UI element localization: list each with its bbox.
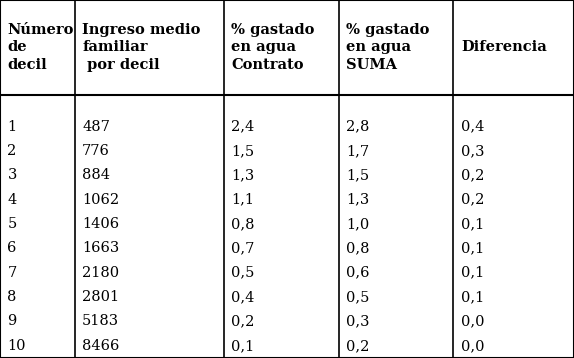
- Text: 5183: 5183: [82, 314, 119, 329]
- Text: 0,2: 0,2: [346, 339, 370, 353]
- Text: 1,5: 1,5: [231, 144, 254, 158]
- Text: 0,1: 0,1: [461, 241, 484, 256]
- Text: 0,6: 0,6: [346, 266, 370, 280]
- Text: 0,2: 0,2: [461, 193, 484, 207]
- Text: 1,0: 1,0: [346, 217, 370, 231]
- Text: 776: 776: [82, 144, 110, 158]
- Text: 10: 10: [7, 339, 26, 353]
- Text: 1,3: 1,3: [346, 193, 370, 207]
- Text: 0,7: 0,7: [231, 241, 255, 256]
- Text: 2: 2: [7, 144, 17, 158]
- Text: 1,7: 1,7: [346, 144, 369, 158]
- Text: 0,4: 0,4: [231, 290, 255, 304]
- Text: 1,1: 1,1: [231, 193, 254, 207]
- Text: 0,1: 0,1: [461, 266, 484, 280]
- Text: 884: 884: [82, 168, 110, 183]
- Text: 2,4: 2,4: [231, 120, 255, 134]
- Text: 1: 1: [7, 120, 17, 134]
- Text: 1062: 1062: [82, 193, 119, 207]
- Text: 6: 6: [7, 241, 17, 256]
- Text: Número
de
decil: Número de decil: [7, 23, 74, 72]
- Text: Diferencia: Diferencia: [461, 40, 546, 54]
- Text: 0,5: 0,5: [231, 266, 255, 280]
- Text: 0,1: 0,1: [461, 290, 484, 304]
- Text: 5: 5: [7, 217, 17, 231]
- Text: 3: 3: [7, 168, 17, 183]
- Text: 0,2: 0,2: [231, 314, 255, 329]
- Text: 0,8: 0,8: [231, 217, 255, 231]
- Text: 8466: 8466: [82, 339, 119, 353]
- Text: 0,0: 0,0: [461, 314, 484, 329]
- Text: 7: 7: [7, 266, 17, 280]
- Text: 9: 9: [7, 314, 17, 329]
- Text: 0,3: 0,3: [461, 144, 484, 158]
- Text: 0,3: 0,3: [346, 314, 370, 329]
- Text: 0,8: 0,8: [346, 241, 370, 256]
- Text: 0,4: 0,4: [461, 120, 484, 134]
- Text: 1,3: 1,3: [231, 168, 255, 183]
- Text: 1406: 1406: [82, 217, 119, 231]
- Text: 0,1: 0,1: [461, 217, 484, 231]
- Text: 8: 8: [7, 290, 17, 304]
- Text: % gastado
en agua
SUMA: % gastado en agua SUMA: [346, 23, 429, 72]
- Text: 2801: 2801: [82, 290, 119, 304]
- Text: 2,8: 2,8: [346, 120, 370, 134]
- Text: 1,5: 1,5: [346, 168, 369, 183]
- Text: 1663: 1663: [82, 241, 119, 256]
- Text: 0,1: 0,1: [231, 339, 255, 353]
- Text: Ingreso medio
familiar
 por decil: Ingreso medio familiar por decil: [82, 23, 200, 72]
- Text: 0,2: 0,2: [461, 168, 484, 183]
- Text: 0,5: 0,5: [346, 290, 370, 304]
- Text: 487: 487: [82, 120, 110, 134]
- Text: 0,0: 0,0: [461, 339, 484, 353]
- Text: 4: 4: [7, 193, 17, 207]
- Text: % gastado
en agua
Contrato: % gastado en agua Contrato: [231, 23, 315, 72]
- Text: 2180: 2180: [82, 266, 119, 280]
